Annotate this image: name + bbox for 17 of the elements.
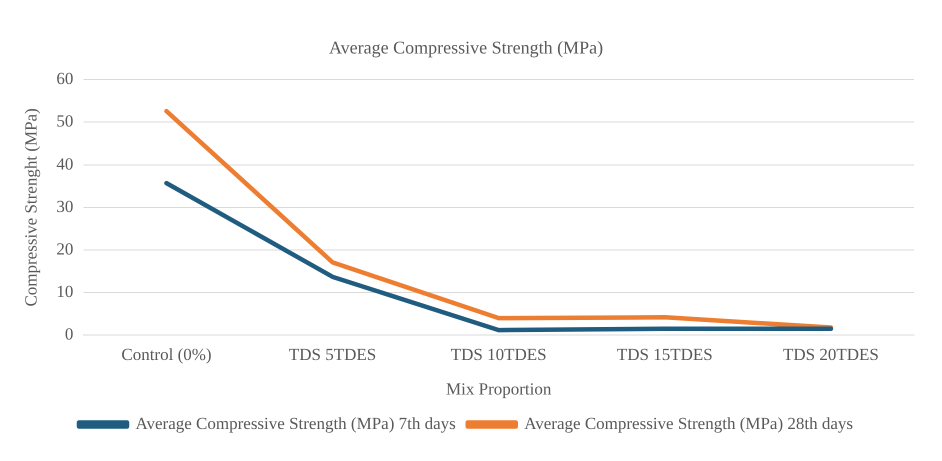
legend-label: Average Compressive Strength (MPa) 7th days [135, 414, 456, 433]
x-tick-label: TDS 5TDES [288, 344, 376, 364]
y-tick-label: 30 [56, 196, 74, 216]
chart-title: Average Compressive Strength (MPa) [328, 38, 604, 58]
legend-label: Average Compressive Strength (MPa) 28th days [524, 414, 854, 433]
y-axis-title: Compressive Strenght (MPa) [22, 108, 41, 307]
y-tick-label: 20 [56, 239, 74, 258]
x-axis-title: Mix Proportion [446, 379, 552, 398]
y-tick-label: 40 [56, 154, 74, 174]
y-tick-label: 0 [64, 324, 74, 344]
y-tick-label: 60 [56, 69, 74, 88]
y-tick-label: 10 [56, 282, 74, 302]
x-tick-label: Control (0%) [121, 344, 212, 364]
x-tick-label: TDS 15TDES [616, 344, 713, 364]
y-tick-label: 50 [56, 112, 74, 131]
x-tick-label: TDS 20TDES [783, 344, 879, 364]
x-tick-label: TDS 10TDES [450, 344, 547, 364]
